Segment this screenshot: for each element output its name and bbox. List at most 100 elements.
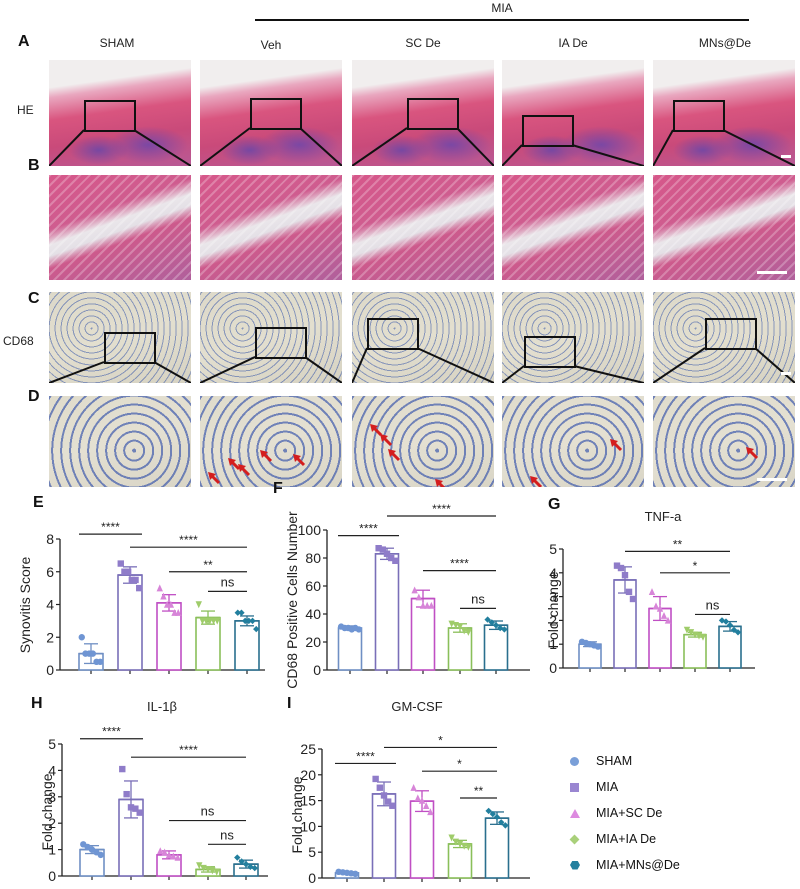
- y-tick-label: 3: [48, 789, 56, 805]
- significance-label: ****: [101, 520, 120, 534]
- zoom-connector-lines: [49, 129, 191, 166]
- data-point-diamond: [251, 864, 258, 872]
- mia-bracket-line: [255, 19, 749, 21]
- data-point-diamond: [722, 618, 730, 625]
- data-point-square: [119, 765, 126, 773]
- he-low-micrograph-1: [49, 60, 191, 166]
- red-arrow-icon: [228, 458, 241, 471]
- arrow-layer: [208, 450, 306, 485]
- data-point-diamond: [238, 858, 245, 865]
- he-high-micrograph-2: [200, 175, 342, 280]
- zoom-region-box: [104, 332, 156, 364]
- data-point-diamond: [234, 854, 241, 861]
- legend-item-mia-mns-de: MIA+MNs@De: [570, 852, 790, 878]
- data-point-square: [383, 550, 391, 557]
- y-tick-label: 20: [300, 767, 316, 783]
- he-low-micrograph-4: [502, 60, 644, 166]
- circle-marker-icon: [570, 756, 579, 766]
- cd68-high-micrograph-2: [200, 396, 342, 487]
- y-tick-label: 0: [48, 868, 56, 884]
- data-point-triangle: [170, 852, 177, 860]
- zoom-region-box: [84, 100, 136, 132]
- he-high-micrograph-3: [352, 175, 494, 280]
- data-point-triangle: [418, 796, 426, 804]
- data-point-square: [127, 804, 135, 811]
- he-high-micrograph-4: [502, 175, 644, 280]
- y-tick-label: 40: [305, 606, 321, 622]
- data-point-square: [384, 798, 392, 805]
- legend-label: MIA+MNs@De: [596, 858, 680, 872]
- data-point-inverted-triangle: [456, 623, 464, 631]
- he-low-micrograph-2: [200, 60, 342, 166]
- zoom-region-box: [524, 336, 576, 368]
- arrow-layer: [370, 424, 446, 487]
- significance-label: *: [457, 757, 462, 771]
- cd68-low-micrograph-5: [653, 292, 795, 383]
- data-point-diamond: [234, 609, 241, 616]
- scale-bar: [781, 155, 791, 158]
- red-arrow-icon: [610, 439, 623, 452]
- y-tick-label: 5: [48, 736, 56, 752]
- data-point-square: [132, 576, 139, 584]
- data-point-triangle: [427, 808, 434, 816]
- y-tick-label: 25: [300, 741, 316, 757]
- data-point-square: [379, 546, 387, 553]
- red-arrow-icon: [388, 449, 401, 462]
- y-tick-label: 0: [308, 870, 316, 886]
- data-point-diamond: [249, 617, 256, 625]
- data-point-inverted-triangle: [452, 838, 460, 846]
- data-point-square: [613, 562, 621, 569]
- arrow-layer: [746, 447, 759, 460]
- data-point-inverted-triangle: [196, 862, 203, 870]
- zoom-connector-lines: [502, 144, 644, 166]
- red-arrow-icon: [746, 447, 759, 460]
- data-point-inverted-triangle: [683, 626, 691, 634]
- y-tick-label: 60: [305, 578, 321, 594]
- mia-group-header: MIA: [255, 0, 749, 24]
- significance-label: ****: [359, 522, 378, 536]
- zoom-region-box: [705, 318, 757, 350]
- significance-label: ns: [201, 804, 215, 819]
- data-point-diamond: [253, 625, 260, 633]
- data-point-triangle: [161, 848, 168, 856]
- column-header-sc-de: SC De: [405, 36, 441, 50]
- legend: SHAM MIA MIA+SC De MIA+IA De MIA+MNs@De: [569, 748, 790, 878]
- significance-label: ns: [221, 574, 235, 589]
- square-marker-icon: [570, 782, 579, 792]
- data-point-inverted-triangle: [448, 834, 455, 842]
- panel-letter-h: H: [31, 695, 43, 712]
- bar: [156, 602, 182, 671]
- red-arrow-icon: [530, 476, 543, 487]
- data-point-triangle: [167, 600, 175, 608]
- data-point-square: [136, 584, 143, 592]
- cd68-low-micrograph-4: [502, 292, 644, 383]
- data-point-square: [132, 805, 139, 812]
- y-axis-label: Fold change: [39, 773, 55, 850]
- panel-letter-e: E: [33, 494, 44, 511]
- legend-item-mia-ia-de: MIA+IA De: [569, 826, 790, 852]
- legend-item-sham: SHAM: [570, 748, 790, 774]
- zoom-connector-lines: [653, 129, 795, 166]
- data-point-diamond: [484, 616, 491, 623]
- panel-letter-a: A: [18, 33, 30, 50]
- zoom-connector-lines: [200, 127, 342, 166]
- y-tick-label: 4: [48, 762, 56, 778]
- significance-label: ****: [179, 743, 198, 757]
- data-point-circle: [355, 626, 363, 633]
- y-tick-label: 5: [549, 541, 557, 557]
- he-high-micrograph-1: [49, 175, 191, 280]
- triangle-marker-icon: [570, 808, 580, 818]
- legend-label: MIA+SC De: [596, 806, 663, 820]
- data-point-diamond: [485, 807, 492, 815]
- y-tick-label: 20: [305, 634, 321, 650]
- legend-label: MIA+IA De: [596, 832, 657, 846]
- data-point-square: [124, 568, 132, 575]
- data-point-diamond: [245, 617, 253, 625]
- bar: [195, 616, 221, 671]
- data-point-square: [128, 576, 136, 584]
- panel-letter-d: D: [28, 388, 40, 405]
- data-point-square: [387, 554, 395, 562]
- data-point-square: [376, 784, 384, 791]
- chart-title: IL-1β: [147, 699, 177, 714]
- data-point-triangle: [648, 588, 656, 596]
